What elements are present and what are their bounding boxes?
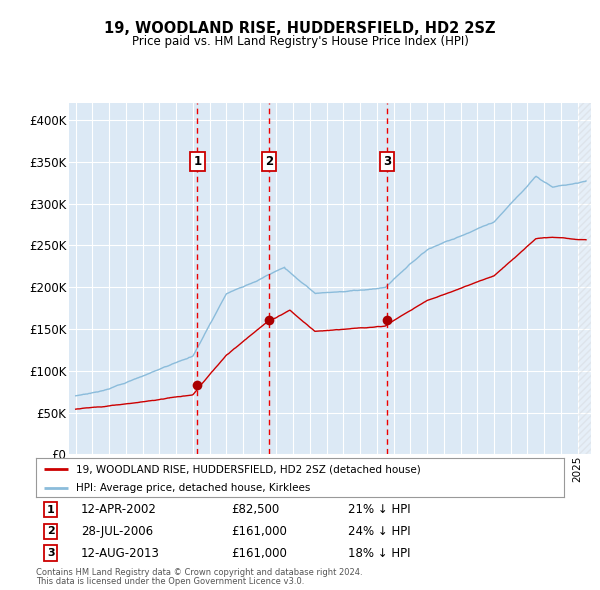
Text: 2: 2 [265,155,274,168]
Text: 1: 1 [193,155,202,168]
Text: 3: 3 [383,155,391,168]
Text: 28-JUL-2006: 28-JUL-2006 [81,525,153,538]
Text: 12-APR-2002: 12-APR-2002 [81,503,157,516]
Text: 21% ↓ HPI: 21% ↓ HPI [347,503,410,516]
Text: £161,000: £161,000 [232,525,287,538]
Text: 3: 3 [47,548,55,558]
Polygon shape [578,103,591,454]
Text: 19, WOODLAND RISE, HUDDERSFIELD, HD2 2SZ (detached house): 19, WOODLAND RISE, HUDDERSFIELD, HD2 2SZ… [76,464,421,474]
Text: Contains HM Land Registry data © Crown copyright and database right 2024.: Contains HM Land Registry data © Crown c… [36,568,362,576]
Text: £82,500: £82,500 [232,503,280,516]
Text: £161,000: £161,000 [232,546,287,559]
Text: 24% ↓ HPI: 24% ↓ HPI [347,525,410,538]
Text: HPI: Average price, detached house, Kirklees: HPI: Average price, detached house, Kirk… [76,483,310,493]
Text: 18% ↓ HPI: 18% ↓ HPI [347,546,410,559]
Text: 12-AUG-2013: 12-AUG-2013 [81,546,160,559]
Text: 19, WOODLAND RISE, HUDDERSFIELD, HD2 2SZ: 19, WOODLAND RISE, HUDDERSFIELD, HD2 2SZ [104,21,496,36]
Text: 2: 2 [47,526,55,536]
Text: Price paid vs. HM Land Registry's House Price Index (HPI): Price paid vs. HM Land Registry's House … [131,35,469,48]
Text: 1: 1 [47,504,55,514]
Text: This data is licensed under the Open Government Licence v3.0.: This data is licensed under the Open Gov… [36,577,304,586]
